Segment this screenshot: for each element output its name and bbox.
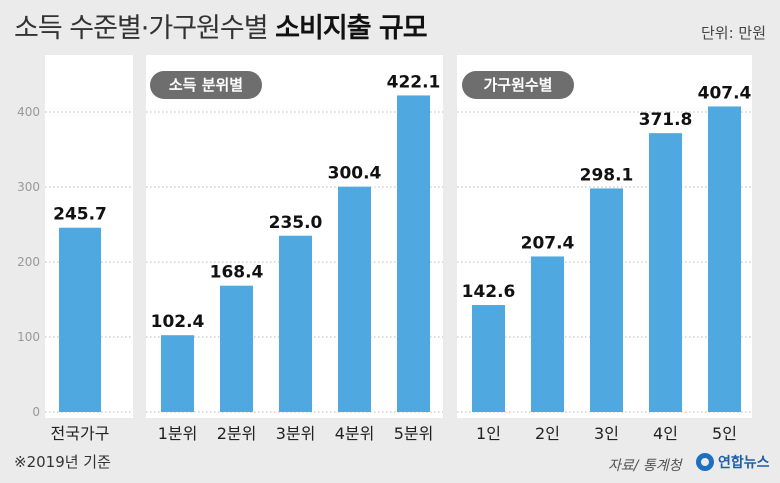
- bar: [590, 188, 623, 412]
- x-tick-label: 4분위: [335, 424, 375, 443]
- bar: [279, 235, 312, 412]
- x-tick-label: 5인: [712, 424, 737, 443]
- y-tick-label: 0: [32, 405, 40, 419]
- y-tick-label: 100: [17, 330, 40, 344]
- data-label: 102.4: [151, 312, 205, 332]
- panel-title: 가구원수별: [483, 76, 552, 94]
- data-label: 371.8: [639, 110, 693, 130]
- x-tick-label: 4인: [653, 424, 678, 443]
- x-tick-label: 3인: [594, 424, 619, 443]
- bar: [708, 106, 741, 412]
- x-tick-label: 1인: [476, 424, 501, 443]
- data-label: 422.1: [387, 72, 441, 92]
- panel-title: 소득 분위별: [169, 76, 243, 94]
- x-tick-label: 3분위: [276, 424, 316, 443]
- x-tick-label: 2인: [535, 424, 560, 443]
- bar: [220, 285, 253, 412]
- data-label: 235.0: [269, 213, 323, 233]
- y-tick-label: 300: [17, 180, 40, 194]
- title-light: 소득 수준별·가구원수별: [14, 13, 269, 44]
- panel-title-pill: [150, 71, 262, 99]
- data-label: 168.4: [210, 263, 264, 283]
- y-tick-label: 400: [17, 105, 40, 119]
- data-label: 142.6: [462, 282, 516, 302]
- data-label: 407.4: [698, 83, 752, 103]
- bar: [397, 95, 430, 413]
- x-tick-label: 2분위: [217, 424, 257, 443]
- unit-label: 단위: 만원: [700, 24, 766, 42]
- yonhap-logo-icon: [696, 453, 714, 471]
- data-label: 300.4: [328, 164, 382, 184]
- yonhap-logo: 연합뉴스: [696, 452, 770, 472]
- bar: [472, 305, 505, 412]
- bar: [649, 133, 682, 412]
- x-tick-label: 5분위: [394, 424, 434, 443]
- data-label: 298.1: [580, 165, 634, 185]
- bar: [161, 335, 194, 412]
- x-tick-label: 1분위: [158, 424, 198, 443]
- panel-title-pill: [462, 71, 574, 99]
- data-label: 245.7: [53, 205, 107, 225]
- source-label: 자료/ 통계청: [608, 458, 682, 474]
- bar: [338, 186, 371, 412]
- data-label: 207.4: [521, 233, 575, 253]
- x-tick-label: 전국가구: [51, 424, 110, 443]
- bar: [531, 256, 564, 412]
- title-bold: 소비지출 규모: [275, 13, 427, 44]
- y-tick-label: 200: [17, 255, 40, 269]
- bar: [59, 227, 101, 412]
- chart-title: 소득 수준별·가구원수별 소비지출 규모: [14, 6, 428, 45]
- footnote: ※2019년 기준: [14, 453, 111, 471]
- logo-text: 연합뉴스: [718, 455, 770, 471]
